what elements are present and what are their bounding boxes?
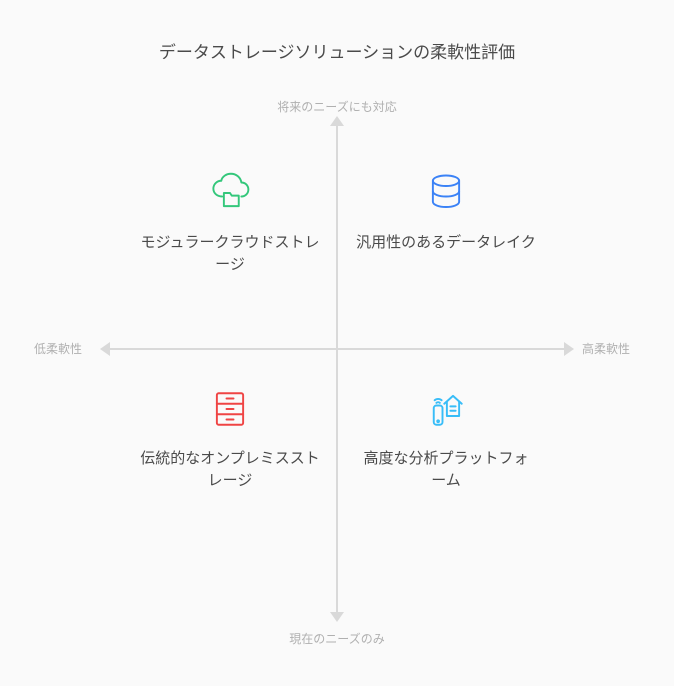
axis-vertical — [336, 124, 338, 614]
quadrant-label: 伝統的なオンプレミスストレージ — [140, 448, 320, 492]
axis-label-bottom: 現在のニーズのみ — [0, 630, 674, 647]
arrow-down-icon — [330, 612, 344, 622]
axis-label-top: 将来のニーズにも対応 — [0, 98, 674, 115]
axis-label-right: 高柔軟性 — [582, 340, 630, 357]
arrow-right-icon — [564, 342, 574, 356]
arrow-up-icon — [330, 116, 344, 126]
cloud-folder-icon — [209, 172, 251, 214]
quadrant-label: 高度な分析プラットフォーム — [356, 448, 536, 492]
database-icon — [425, 172, 467, 214]
quadrant-label: 汎用性のあるデータレイク — [356, 232, 536, 254]
quadrant-bottom-left: 伝統的なオンプレミスストレージ — [140, 388, 320, 492]
axis-label-left: 低柔軟性 — [34, 340, 82, 357]
smart-home-icon — [425, 388, 467, 430]
quadrant-top-right: 汎用性のあるデータレイク — [356, 172, 536, 254]
quadrant-top-left: モジュラークラウドストレージ — [140, 172, 320, 276]
drawer-icon — [209, 388, 251, 430]
quadrant-bottom-right: 高度な分析プラットフォーム — [356, 388, 536, 492]
quadrant-chart: 将来のニーズにも対応 現在のニーズのみ 低柔軟性 高柔軟性 モジュラークラウドス… — [0, 100, 674, 660]
chart-title: データストレージソリューションの柔軟性評価 — [0, 38, 674, 63]
quadrant-label: モジュラークラウドストレージ — [140, 232, 320, 276]
axis-horizontal — [108, 348, 566, 350]
arrow-left-icon — [100, 342, 110, 356]
